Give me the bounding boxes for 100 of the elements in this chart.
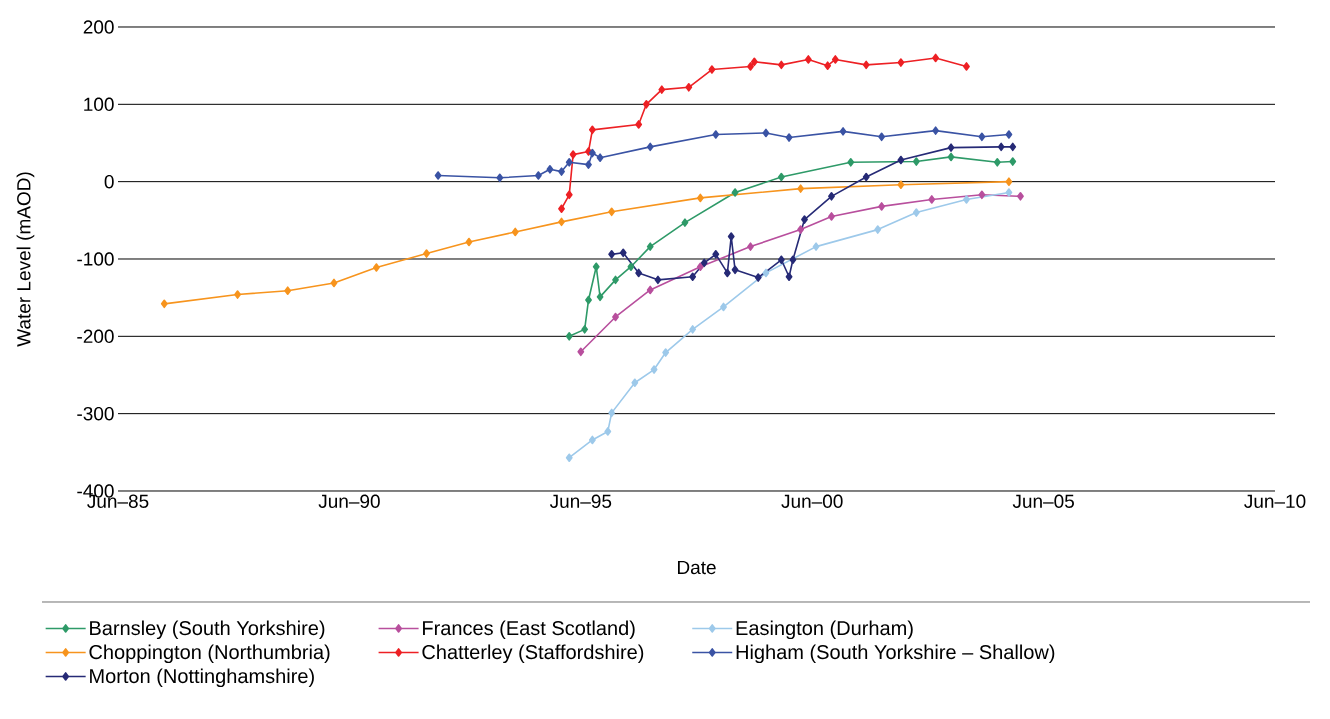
point [912,157,920,166]
point [585,295,592,305]
point [963,195,970,204]
point [160,299,168,309]
legend-label: Choppington (Northumbria) [89,644,330,664]
y-tick-label: -200 [77,329,114,344]
point [646,142,654,152]
point [997,142,1005,152]
point [878,132,886,142]
legend-label: Barnsley (South Yorkshire) [90,620,325,640]
point [604,427,612,436]
point [777,172,785,182]
point [627,262,635,272]
point [963,62,970,71]
point [897,58,905,67]
point [234,290,241,299]
point [700,258,708,268]
point [789,255,797,265]
y-tick-label: 0 [104,174,114,189]
point [712,130,720,139]
point [330,278,338,288]
point [681,218,689,227]
point [646,242,654,251]
point [812,242,820,251]
legend-label: Higham (South Yorkshire – Shallow) [736,644,1055,664]
point [558,217,565,227]
y-tick-label: -100 [77,252,114,266]
point [689,272,697,282]
y-tick-label: 200 [83,20,114,34]
point [581,325,589,334]
point [635,120,643,129]
point [750,57,758,67]
point [696,193,704,203]
x-tick-label: Jun–05 [1012,494,1074,508]
point [608,408,616,418]
point [1005,130,1013,139]
point [546,164,554,174]
point [608,207,616,217]
point [762,268,770,278]
point [828,192,835,201]
y-axis-title: Water Level (mAOD) [16,172,35,347]
x-tick-label: Jun–10 [1244,494,1306,508]
point [932,53,940,63]
point [785,272,793,282]
point [797,225,805,234]
point [1009,157,1017,166]
point [284,286,292,295]
point [731,188,739,197]
point [993,158,1001,167]
point [762,128,770,138]
point [658,85,666,94]
point [588,148,596,158]
point [978,190,986,200]
point [650,365,658,374]
point [565,453,573,463]
point [1005,188,1013,197]
point [747,242,754,251]
point [785,133,793,142]
point [588,435,596,445]
legend-label: Chatterley (Staffordshire) [422,644,644,664]
point [801,215,808,224]
point [932,126,940,135]
point [612,312,619,322]
point [434,171,442,180]
point [662,348,670,357]
point [577,347,585,357]
point [847,158,855,167]
point [612,275,619,285]
point [635,268,643,278]
point [423,249,430,258]
point [723,268,731,278]
point [608,250,616,259]
point [727,232,735,241]
point [646,285,654,295]
legend-label: Easington (Durham) [736,620,913,640]
point [558,167,565,176]
point [565,158,573,167]
point [831,55,839,64]
point [731,265,739,275]
point [372,263,380,272]
point [797,184,805,193]
point [874,225,882,234]
point [878,202,886,211]
point [804,55,812,64]
legend-label: Frances (East Scotland) [423,620,635,640]
point [912,208,920,217]
point [1017,192,1024,201]
point [928,195,936,204]
x-tick-label: Jun–90 [318,494,380,508]
y-tick-label: -300 [77,406,114,421]
point [642,100,650,109]
point [862,172,870,182]
legend-label: Morton (Nottinghamshire) [90,668,314,688]
point [585,160,592,169]
point [654,275,662,285]
point [592,262,600,272]
point [754,273,762,282]
point [596,153,604,162]
y-tick-label: 100 [84,97,114,112]
point [631,378,639,388]
